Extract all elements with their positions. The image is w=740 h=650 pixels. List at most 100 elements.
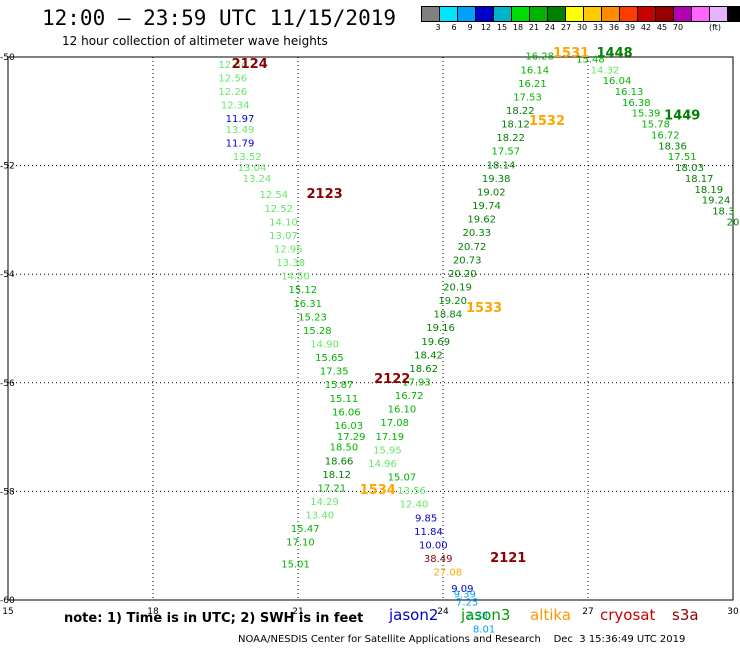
wave-height-value: 14.10 (269, 217, 298, 228)
wave-height-value: 17.10 (286, 538, 315, 549)
wave-height-value: 18.36 (658, 141, 687, 152)
wave-height-value: 14.96 (368, 459, 397, 470)
wave-height-value: 13.04 (238, 163, 267, 174)
wave-height-value: 18.84 (434, 310, 463, 321)
pass-number-label: 1449 (664, 108, 700, 123)
pass-number-label: 1534 (360, 483, 396, 498)
colorbar-label: 36 (608, 23, 620, 32)
wave-height-value: 15.12 (289, 285, 318, 296)
wave-height-value: 12.54 (218, 60, 247, 71)
colorbar-label: 45 (656, 23, 668, 32)
lon-tick-label: 18 (147, 607, 159, 617)
wave-height-value: 15.01 (281, 559, 310, 570)
wave-height-value: 19.62 (467, 215, 496, 226)
wave-height-value: 16.72 (395, 391, 424, 402)
wave-height-value: 17.53 (513, 92, 542, 103)
wave-height-value: 16.13 (615, 87, 644, 98)
wave-height-value: 13.07 (269, 231, 298, 242)
colorbar-label: 42 (640, 23, 652, 32)
wave-height-value: 15.11 (330, 394, 359, 405)
wave-height-value: 19.02 (477, 187, 506, 198)
wave-height-value: 13.38 (276, 258, 305, 269)
colorbar-label: 18 (512, 23, 524, 32)
lat-tick-label: -56 (0, 379, 15, 389)
lon-tick-label: 21 (292, 607, 303, 617)
colorbar-label: 70 (672, 23, 684, 32)
wave-height-value: 19.38 (482, 174, 511, 185)
wave-height-value: 17.93 (402, 378, 431, 389)
colorbar-label: 15 (496, 23, 508, 32)
pass-number-label: 2122 (374, 372, 410, 387)
wave-height-value: 13.40 (305, 511, 334, 522)
colorbar-label: 30 (576, 23, 588, 32)
wave-height-value: 12.52 (264, 204, 293, 215)
wave-height-value: 12.54 (260, 190, 289, 201)
lon-tick-label: 30 (727, 607, 739, 617)
wave-height-value: 18.19 (695, 185, 724, 196)
wave-height-value: 18.14 (487, 160, 516, 171)
wave-height-value: 20.73 (453, 255, 482, 266)
wave-height-value: 12.40 (400, 500, 429, 511)
wave-height-value: 18.66 (325, 456, 354, 467)
wave-height-value: 11.97 (226, 114, 255, 125)
colorbar-label: 9 (467, 23, 473, 32)
colorbar-unit: (ft) (709, 23, 722, 32)
wave-height-value: 15.95 (373, 445, 402, 456)
wave-height-value: 12.26 (218, 87, 247, 98)
colorbar-label: 33 (592, 23, 604, 32)
wave-height-value: 16.10 (388, 405, 417, 416)
wave-height-value: 16.21 (518, 79, 547, 90)
wave-height-value: 15.48 (576, 54, 605, 65)
wave-height-value: 14.90 (310, 340, 339, 351)
wave-height-value: 19.69 (421, 337, 450, 348)
lon-tick-label: 27 (582, 607, 593, 617)
pass-number-label: 2123 (306, 187, 342, 202)
wave-height-value: 11.79 (226, 139, 255, 150)
colorbar-labels: 3 6 9 12 15 18 21 24 27 30 33 36 39 42 45 70 (430, 23, 686, 32)
wave-height-value: 18.3 (712, 206, 734, 217)
map-title: 12:00 – 23:59 UTC 11/15/2019 (42, 6, 397, 30)
wave-height-value: 13.49 (226, 125, 255, 136)
wave-height-value: 13.52 (233, 152, 262, 163)
wave-height-value: 19.20 (438, 296, 467, 307)
wave-height-value: 18.03 (675, 163, 704, 174)
lon-tick-label: 24 (437, 607, 449, 617)
wave-height-value: 12.95 (274, 244, 303, 255)
wave-height-value: 15.87 (325, 380, 354, 391)
pass-number-label: 2121 (490, 551, 526, 566)
wave-height-value: 18.62 (409, 364, 438, 375)
wave-height-value: 12.56 (218, 73, 247, 84)
wave-height-value: 20.72 (458, 242, 487, 253)
colorbar (421, 6, 740, 22)
satellite-legend-altika: altika (530, 606, 572, 624)
wave-height-value: 15.65 (315, 353, 344, 364)
satellite-legend-s3a: s3a (672, 606, 699, 624)
colorbar-label: 27 (560, 23, 572, 32)
wave-height-value: 14.32 (591, 65, 620, 76)
wave-height-value: 20 (727, 217, 740, 228)
wave-height-value: 15.47 (291, 524, 320, 535)
credit-line: NOAA/NESDIS Center for Satellite Applica… (238, 634, 686, 645)
wave-height-value: 17.21 (318, 483, 347, 494)
wave-height-value: 16.04 (603, 76, 632, 87)
wave-height-value: 17.57 (492, 147, 521, 158)
wave-height-value: 15.07 (388, 473, 417, 484)
wave-height-value: 15.39 (632, 109, 661, 120)
wave-height-value: 8.01 (473, 625, 495, 636)
wave-height-value: 19.16 (426, 323, 455, 334)
wave-height-value: 27.08 (434, 568, 463, 579)
wave-height-value: 17.19 (376, 432, 405, 443)
wave-height-value: 7.25 (456, 597, 478, 608)
lat-tick-label: -50 (0, 53, 15, 63)
wave-height-value: 17.29 (337, 432, 366, 443)
wave-height-value: 15.23 (298, 312, 327, 323)
wave-height-value: 14.50 (281, 272, 310, 283)
wave-height-value: 18.22 (506, 106, 535, 117)
colorbar-label: 6 (451, 23, 457, 32)
satellite-legend-jason3: jason3 (461, 606, 511, 624)
wave-height-value: 17.51 (668, 152, 697, 163)
wave-height-value: 38.49 (424, 554, 453, 565)
pass-number-label: 2124 (232, 57, 268, 72)
wave-height-value: 11.84 (414, 527, 443, 538)
